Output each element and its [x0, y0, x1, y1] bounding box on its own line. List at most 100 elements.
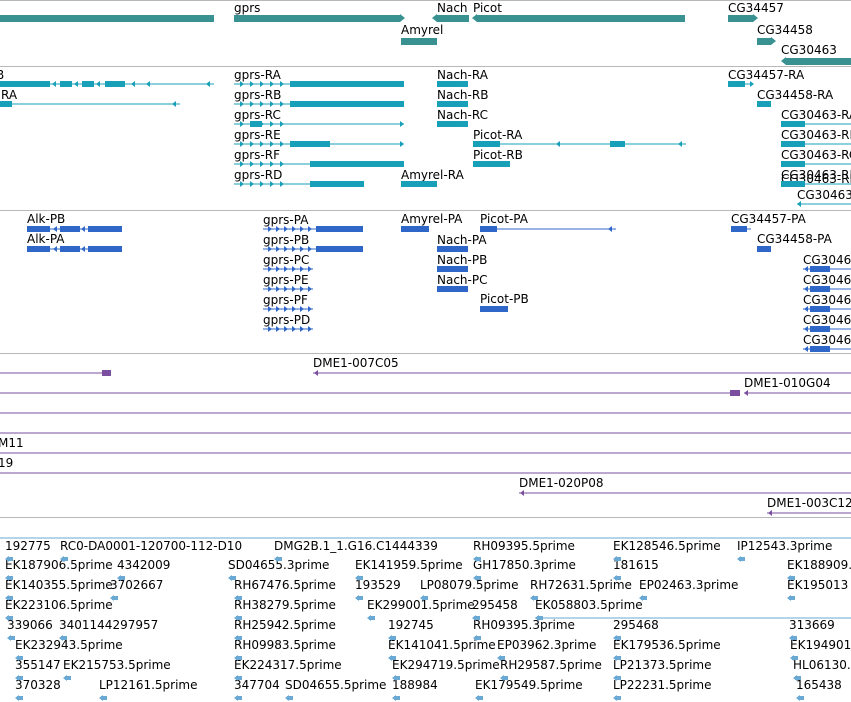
feature-label[interactable]: gprs-RF	[234, 148, 280, 162]
feature-exon[interactable]	[60, 226, 80, 232]
feature-exon[interactable]	[437, 101, 468, 107]
est-label[interactable]: RH72631.5prime	[530, 578, 632, 592]
feature-label[interactable]: CG34457-PA	[731, 212, 806, 226]
feature-exon[interactable]	[60, 246, 80, 252]
feature-label[interactable]: Nach-RB	[437, 88, 489, 102]
feature-exon[interactable]	[781, 161, 805, 167]
feature-label[interactable]: Nach-PA	[437, 233, 487, 247]
est-label[interactable]: EK187906.5prime	[5, 558, 113, 572]
est-label[interactable]: RH09983.5prime	[234, 638, 336, 652]
est-label[interactable]: SD04655.3prime	[228, 558, 330, 572]
feature-exon[interactable]	[757, 101, 771, 107]
est-label[interactable]: 370328	[15, 678, 61, 692]
est-mark[interactable]	[499, 656, 505, 660]
feature-label[interactable]: CG3046	[803, 253, 851, 267]
feature-label[interactable]: gprs-RB	[234, 88, 282, 102]
feature-exon[interactable]	[781, 181, 805, 187]
est-label[interactable]: LP12161.5prime	[99, 678, 198, 692]
feature-exon[interactable]	[60, 81, 72, 87]
feature-label[interactable]: M11	[0, 436, 24, 450]
est-mark[interactable]	[474, 616, 480, 620]
clone-end[interactable]	[730, 390, 740, 396]
gene-label-cg34457[interactable]: CG34457	[728, 1, 784, 15]
feature-exon[interactable]	[781, 141, 805, 147]
feature-label[interactable]: CG30463-RD	[781, 168, 851, 182]
gene-bar[interactable]	[477, 15, 685, 22]
feature-label[interactable]: CG30463	[797, 188, 851, 202]
gene-bar[interactable]	[757, 38, 771, 45]
feature-label[interactable]: gprs-RA	[234, 68, 281, 82]
est-mark[interactable]	[615, 656, 621, 660]
est-mark[interactable]	[112, 596, 118, 600]
est-mark[interactable]	[357, 576, 363, 580]
est-label[interactable]: 355147	[15, 658, 61, 672]
est-mark[interactable]	[390, 656, 396, 660]
est-mark[interactable]	[236, 676, 242, 680]
feature-label[interactable]: CG3046	[803, 293, 851, 307]
est-label[interactable]: EK299001.5prime	[367, 598, 475, 612]
est-mark[interactable]	[615, 576, 621, 580]
feature-label[interactable]: gprs-PF	[263, 293, 308, 307]
feature-label[interactable]: gprs-PD	[263, 313, 311, 327]
feature-label[interactable]: Amyrel-RA	[401, 168, 464, 182]
est-mark[interactable]	[17, 656, 23, 660]
est-label[interactable]: LP21373.5prime	[613, 658, 712, 672]
est-mark[interactable]	[477, 696, 483, 700]
feature-exon[interactable]	[290, 101, 404, 107]
est-label[interactable]: 3702667	[110, 578, 164, 592]
feature-exon[interactable]	[88, 226, 122, 232]
est-label[interactable]: 193529	[355, 578, 401, 592]
est-label[interactable]: EK232943.5prime	[15, 638, 123, 652]
est-mark[interactable]	[276, 557, 282, 561]
feature-exon[interactable]	[810, 266, 830, 272]
est-mark[interactable]	[369, 616, 375, 620]
est-mark[interactable]	[789, 596, 795, 600]
est-label[interactable]: RH38279.5prime	[234, 598, 336, 612]
est-label[interactable]: 339066	[7, 618, 53, 632]
feature-label[interactable]: Nach-PC	[437, 273, 488, 287]
est-mark[interactable]	[502, 676, 508, 680]
feature-exon[interactable]	[437, 121, 468, 127]
est-mark[interactable]	[236, 616, 242, 620]
feature-label[interactable]: Nach-RC	[437, 108, 488, 122]
feature-exon[interactable]	[437, 81, 468, 87]
est-label[interactable]: EK194901	[790, 638, 851, 652]
est-label[interactable]: 295458	[472, 598, 518, 612]
feature-label[interactable]: B	[0, 68, 5, 82]
est-mark[interactable]	[7, 576, 13, 580]
est-mark[interactable]	[236, 596, 242, 600]
gene-label-amyrel[interactable]: Amyrel	[401, 23, 444, 37]
est-mark[interactable]	[390, 636, 396, 640]
est-mark[interactable]	[615, 676, 621, 680]
est-label[interactable]: LP22231.5prime	[613, 678, 712, 692]
est-label[interactable]: IP12543.3prime	[737, 539, 833, 553]
est-mark[interactable]	[61, 636, 67, 640]
feature-label[interactable]: CG3046	[803, 273, 851, 287]
feature-exon[interactable]	[401, 226, 429, 232]
est-mark[interactable]	[789, 576, 795, 580]
est-label[interactable]: GH17850.3prime	[473, 558, 576, 572]
est-label[interactable]: EK140355.5prime	[5, 578, 113, 592]
feature-label[interactable]: CG3046	[803, 333, 851, 347]
est-label[interactable]: RH09395.5prime	[473, 539, 575, 553]
est-mark[interactable]	[230, 576, 236, 580]
est-label[interactable]: EK224317.5prime	[234, 658, 342, 672]
feature-exon[interactable]	[0, 81, 50, 87]
est-mark[interactable]	[119, 576, 125, 580]
est-label[interactable]: 295468	[613, 618, 659, 632]
feature-label[interactable]: Amyrel-PA	[401, 212, 463, 226]
est-mark[interactable]	[62, 557, 68, 561]
feature-label[interactable]: Picot-PA	[480, 212, 528, 226]
est-label[interactable]: EK215753.5prime	[63, 658, 171, 672]
feature-exon[interactable]	[437, 266, 468, 272]
feature-exon[interactable]	[310, 181, 364, 187]
est-label[interactable]: EK141959.5prime	[355, 558, 463, 572]
est-label[interactable]: 347704	[234, 678, 280, 692]
est-label[interactable]: EK294719.5prime	[392, 658, 500, 672]
feature-label[interactable]: DME1-020P08	[519, 476, 604, 490]
gene-bar[interactable]	[728, 15, 753, 22]
est-label[interactable]: EP03962.3prime	[497, 638, 597, 652]
feature-exon[interactable]	[310, 161, 404, 167]
feature-label[interactable]: DME1-003C12	[767, 496, 851, 510]
est-label[interactable]: EK128546.5prime	[613, 539, 721, 553]
